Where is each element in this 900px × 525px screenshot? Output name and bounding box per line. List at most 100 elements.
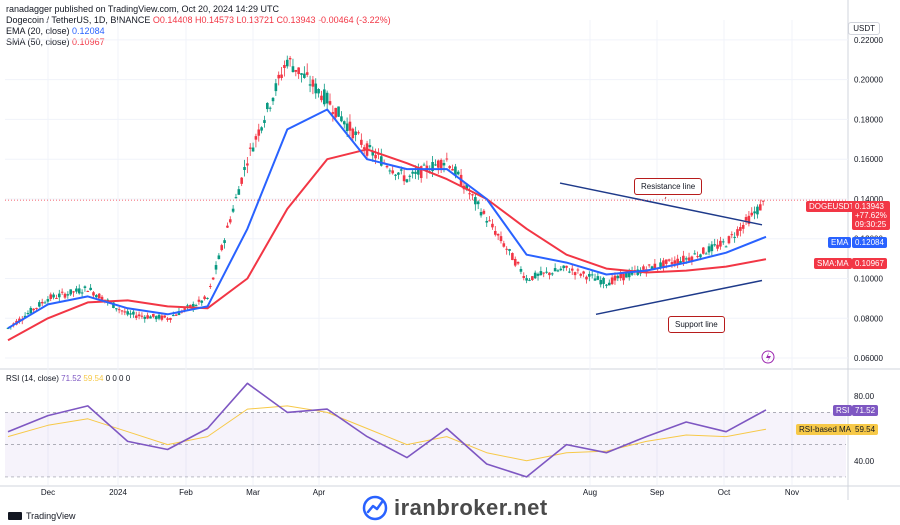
candle-body <box>707 246 711 253</box>
candle-body <box>129 313 132 315</box>
candle-body <box>474 197 477 205</box>
candle-body <box>713 244 717 246</box>
candle-body <box>568 271 571 273</box>
candle-body <box>146 315 149 319</box>
candle-body <box>285 59 289 67</box>
candle-body <box>114 308 118 310</box>
candle-body <box>57 293 61 298</box>
candle-body <box>622 273 625 281</box>
candle-body <box>97 293 101 299</box>
rsi-tag: RSI <box>833 405 853 416</box>
candle-body <box>360 139 363 145</box>
quote-currency-badge[interactable]: USDT <box>848 22 880 35</box>
candle-body <box>650 266 654 271</box>
sma-tag: SMA:MA <box>814 258 852 269</box>
candle-body <box>186 305 189 307</box>
tradingview-logo-icon <box>8 512 22 520</box>
candle-body <box>573 272 577 276</box>
rsi-label: RSI (14, close) <box>6 374 59 383</box>
candle-body <box>226 225 229 228</box>
candle-body <box>220 245 224 251</box>
candle-body <box>605 284 608 286</box>
symbol-tag-text: DOGEUSDT <box>809 202 855 211</box>
symbol-line: Dogecoin / TetherUS, 1D, BINANCE O0.1440… <box>6 15 391 26</box>
candle-body <box>488 220 491 222</box>
candle-body <box>103 299 107 301</box>
candle-body <box>476 201 480 205</box>
candle-body <box>328 101 332 105</box>
candle-body <box>394 174 397 176</box>
candle-body <box>733 236 736 238</box>
candle-body <box>471 194 474 196</box>
candle-body <box>163 315 167 318</box>
price-tick-label: 0.20000 <box>854 76 883 85</box>
time-tick-label: 2024 <box>109 488 127 497</box>
candle-body <box>263 120 266 123</box>
watermark-logo-icon <box>362 495 388 521</box>
candle-body <box>308 84 312 86</box>
candle-body <box>40 301 44 304</box>
candle-body <box>408 175 412 177</box>
publisher-line: ranadagger published on TradingView.com,… <box>6 4 280 14</box>
candle-body <box>140 315 144 317</box>
change-value: +77.62% <box>855 211 887 220</box>
candle-body <box>513 258 517 266</box>
rsi-tag-value: 71.52 <box>855 406 876 415</box>
candle-body <box>342 121 346 125</box>
candle-body <box>194 305 198 307</box>
candle-body <box>499 236 503 242</box>
candle-body <box>100 296 104 301</box>
candle-body <box>251 147 255 152</box>
candle-body <box>454 166 457 176</box>
countdown-value: 09:30:25 <box>855 220 887 229</box>
candle-body <box>576 269 580 271</box>
candle-body <box>434 164 437 166</box>
candle-body <box>191 303 195 309</box>
candle-body <box>311 79 315 87</box>
candle-body <box>46 299 50 302</box>
price-tick-label: 0.14000 <box>854 195 883 204</box>
ema-tag-label: EMA <box>831 238 849 247</box>
price-tick-label: 0.18000 <box>854 115 883 124</box>
sma-tag-label: SMA:MA <box>817 259 849 268</box>
candle-body <box>519 269 523 272</box>
candle-body <box>585 276 588 280</box>
resistance-pointer <box>664 196 667 200</box>
ema-tag-value: 0.12084 <box>855 238 884 247</box>
price-tick-label: 0.06000 <box>854 354 883 363</box>
candle-body <box>274 83 278 92</box>
candle-body <box>120 310 124 312</box>
candle-body <box>721 241 725 243</box>
candle-body <box>542 272 546 274</box>
candle-body <box>26 312 30 314</box>
candle-body <box>682 255 685 262</box>
candle-body <box>402 175 406 182</box>
candle-body <box>348 121 352 131</box>
rsi-zeros: 0 0 0 0 <box>105 374 131 383</box>
candle-body <box>550 273 554 275</box>
candle-body <box>533 272 537 279</box>
candle-body <box>456 171 460 175</box>
candle-body <box>411 171 414 174</box>
candle-body <box>211 277 215 280</box>
candle-body <box>337 106 340 117</box>
candle-body <box>323 89 326 105</box>
candle-body <box>137 314 141 317</box>
candle-body <box>536 273 540 276</box>
candle-body <box>92 292 95 296</box>
candle-body <box>152 313 155 317</box>
candle-body <box>436 160 440 168</box>
ema-value-tag: 0.12084 <box>852 237 887 248</box>
candle-body <box>228 219 232 223</box>
candle-body <box>174 314 178 316</box>
candle-body <box>391 170 394 174</box>
symbol-price-tag: DOGEUSDT <box>806 201 858 212</box>
candle-body <box>445 158 449 160</box>
candle-body <box>448 166 451 169</box>
ema-tag: EMA <box>828 237 852 248</box>
candle-body <box>268 107 272 109</box>
candle-body <box>619 273 622 279</box>
candle-body <box>177 311 181 316</box>
candle-body <box>280 74 283 78</box>
